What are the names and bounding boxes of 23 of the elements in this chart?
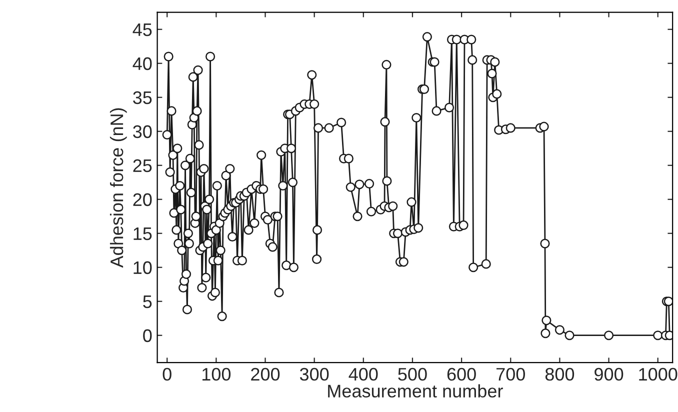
x-tick-label: 300 — [300, 368, 329, 381]
y-tick-label: 0 — [143, 329, 152, 342]
y-tick-label: 5 — [143, 295, 152, 308]
y-tick-label: 40 — [132, 57, 152, 70]
y-axis-title: Adhesion force (nN) — [110, 108, 127, 268]
y-tick-label: 30 — [133, 125, 152, 138]
y-tick-label: 20 — [133, 193, 152, 206]
x-tick-label: 400 — [348, 368, 378, 381]
y-tick-label: 10 — [134, 261, 152, 274]
x-tick-label: 1000 — [639, 368, 678, 381]
x-tick-label: 0 — [162, 368, 172, 381]
x-tick-label: 500 — [398, 368, 427, 381]
y-tick-label: 25 — [133, 159, 152, 172]
x-tick-label: 200 — [251, 368, 280, 381]
x-tick-label: 700 — [496, 368, 525, 381]
x-tick-label: 900 — [594, 368, 624, 381]
y-tick-label: 15 — [134, 227, 152, 240]
x-axis-title: Measurement number — [328, 384, 503, 398]
x-tick-label: 600 — [447, 368, 476, 381]
x-tick-label: 800 — [545, 368, 574, 381]
x-tick-label: 100 — [202, 368, 231, 381]
y-tick-label: 45 — [132, 23, 152, 36]
y-tick-label: 35 — [133, 91, 152, 104]
